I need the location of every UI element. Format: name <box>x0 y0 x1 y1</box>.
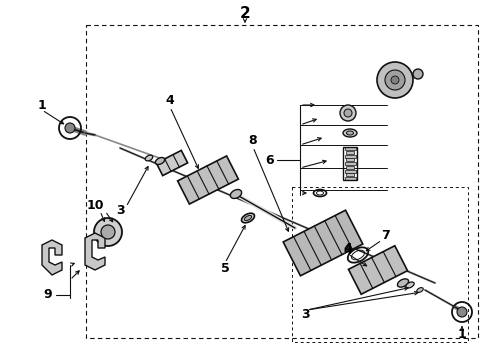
Bar <box>346 166 354 169</box>
Bar <box>344 177 356 180</box>
Text: 7: 7 <box>381 229 390 242</box>
Ellipse shape <box>346 131 353 135</box>
Circle shape <box>340 105 356 121</box>
Text: 4: 4 <box>343 243 352 257</box>
Text: 8: 8 <box>249 134 257 147</box>
Circle shape <box>94 218 122 246</box>
Ellipse shape <box>155 157 165 165</box>
Text: 4: 4 <box>343 242 352 255</box>
Ellipse shape <box>406 282 414 288</box>
Text: 3: 3 <box>116 203 124 216</box>
Bar <box>343 147 357 180</box>
Circle shape <box>457 307 467 317</box>
Circle shape <box>344 109 352 117</box>
Bar <box>344 170 356 172</box>
Circle shape <box>65 123 75 133</box>
Circle shape <box>391 76 399 84</box>
Bar <box>292 187 468 342</box>
Text: 9: 9 <box>44 288 52 302</box>
Ellipse shape <box>145 155 153 161</box>
Bar <box>346 158 354 161</box>
Bar <box>344 154 356 158</box>
Text: 4: 4 <box>166 94 174 107</box>
Circle shape <box>377 62 413 98</box>
Text: 1: 1 <box>38 99 47 112</box>
Bar <box>86 25 478 338</box>
Bar <box>346 173 354 176</box>
Text: 6: 6 <box>266 153 274 166</box>
Text: 1: 1 <box>458 328 466 342</box>
Bar <box>344 147 356 150</box>
Ellipse shape <box>417 288 423 292</box>
Circle shape <box>413 69 423 79</box>
Polygon shape <box>177 156 239 204</box>
Polygon shape <box>348 246 408 294</box>
Bar <box>346 151 354 154</box>
Polygon shape <box>42 240 62 275</box>
Text: 5: 5 <box>220 261 229 274</box>
Ellipse shape <box>397 279 409 287</box>
Ellipse shape <box>230 189 242 198</box>
Bar <box>344 162 356 165</box>
Circle shape <box>385 70 405 90</box>
Text: 10: 10 <box>86 198 104 212</box>
Polygon shape <box>85 233 105 270</box>
Ellipse shape <box>242 213 254 223</box>
Text: 3: 3 <box>301 309 309 321</box>
Ellipse shape <box>343 129 357 137</box>
Circle shape <box>101 225 115 239</box>
Text: 2: 2 <box>240 5 250 21</box>
Polygon shape <box>156 150 188 176</box>
Polygon shape <box>283 210 363 276</box>
Ellipse shape <box>245 215 252 221</box>
